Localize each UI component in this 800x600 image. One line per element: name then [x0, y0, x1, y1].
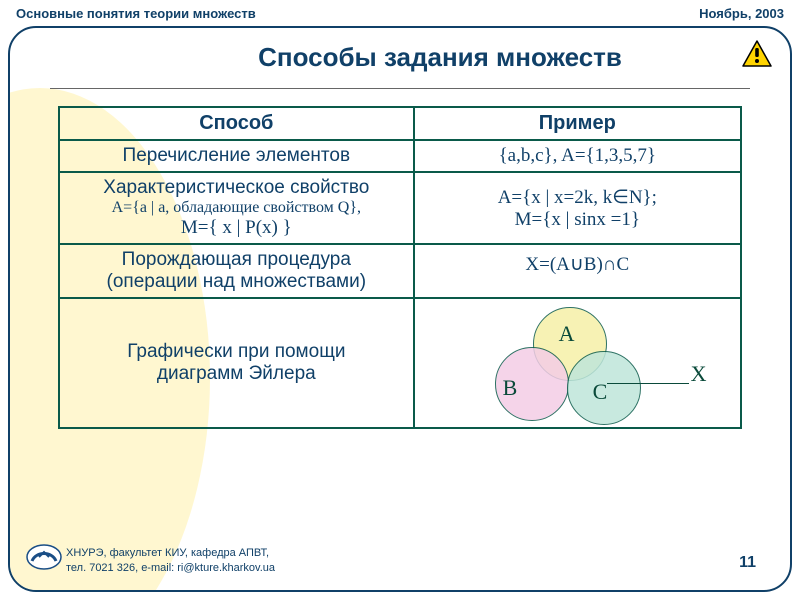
slide-frame: Способы задания множеств Способ Пример П… — [8, 26, 792, 592]
footer: ХНУРЭ, факультет КИУ, кафедра АПВТ, тел.… — [66, 546, 275, 576]
footer-line1: ХНУРЭ, факультет КИУ, кафедра АПВТ, — [66, 546, 275, 561]
cell-method: Характеристическое свойство A={a | a, об… — [59, 172, 414, 244]
line: Графически при помощи — [68, 341, 405, 363]
line: M={ x | P(x) } — [68, 217, 405, 239]
cell-method: Порождающая процедура (операции над множ… — [59, 244, 414, 298]
label-x: X — [691, 361, 707, 387]
table-head-row: Способ Пример — [59, 107, 741, 140]
header-left: Основные понятия теории множеств — [16, 6, 256, 21]
head-example: Пример — [414, 107, 741, 140]
line: M={x | sinx =1} — [423, 209, 732, 231]
euler-diagram: A B C X — [423, 303, 732, 423]
page-number: 11 — [739, 554, 756, 572]
title-rule — [50, 88, 750, 89]
line: A={a | a, обладающие свойством Q}, — [68, 199, 405, 217]
label-a: A — [559, 321, 575, 347]
slide: Основные понятия теории множеств Ноябрь,… — [0, 0, 800, 600]
cell-method: Графически при помощи диаграмм Эйлера — [59, 298, 414, 428]
header-right: Ноябрь, 2003 — [699, 6, 784, 21]
methods-table: Способ Пример Перечисление элементов {a,… — [58, 106, 742, 429]
head-method: Способ — [59, 107, 414, 140]
title-text: Способы задания множеств — [258, 42, 622, 72]
line: A={x | x=2k, k∈N}; — [423, 186, 732, 209]
line: Порождающая процедура — [68, 249, 405, 271]
org-logo-icon — [26, 543, 62, 576]
cell-method: Перечисление элементов — [59, 140, 414, 172]
cell-example: A={x | x=2k, k∈N}; M={x | sinx =1} — [414, 172, 741, 244]
table-row: Графически при помощи диаграмм Эйлера A … — [59, 298, 741, 428]
line: диаграмм Эйлера — [68, 363, 405, 385]
line: Характеристическое свойство — [68, 177, 405, 199]
table-row: Характеристическое свойство A={a | a, об… — [59, 172, 741, 244]
label-b: B — [503, 375, 518, 401]
cell-example: X=(A∪B)∩C — [414, 244, 741, 298]
line: (операции над множествами) — [68, 271, 405, 293]
footer-line2: тел. 7021 326, e-mail: ri@kture.kharkov.… — [66, 561, 275, 576]
slide-title: Способы задания множеств — [10, 42, 790, 73]
label-c: C — [593, 379, 608, 405]
table-row: Перечисление элементов {a,b,c}, A={1,3,5… — [59, 140, 741, 172]
alert-icon — [742, 40, 772, 73]
table-row: Порождающая процедура (операции над множ… — [59, 244, 741, 298]
cell-venn: A B C X — [414, 298, 741, 428]
pointer-line — [607, 383, 689, 384]
cell-example: {a,b,c}, A={1,3,5,7} — [414, 140, 741, 172]
